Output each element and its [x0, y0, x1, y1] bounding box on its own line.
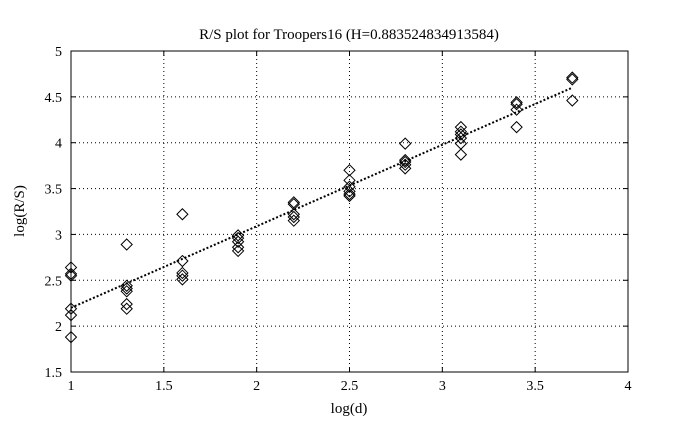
data-point-diamond [64, 330, 78, 344]
data-point-diamond [176, 266, 189, 280]
data-point-diamond [120, 285, 133, 298]
data-point-diamond [510, 103, 523, 116]
data-point-diamond [510, 120, 523, 134]
x-tick-label: 3 [439, 379, 446, 394]
data-point-diamond [454, 148, 468, 161]
data-point-diamond [343, 164, 356, 177]
y-axis-label: log(R/S) [12, 185, 28, 237]
data-point-diamond [454, 131, 468, 145]
data-point-diamond [287, 197, 301, 211]
x-tick-label: 4 [625, 379, 632, 394]
x-tick-label: 2 [253, 379, 260, 394]
data-point-diamond [343, 187, 356, 201]
data-point-diamond [287, 210, 301, 224]
x-axis-label: log(d) [331, 401, 368, 417]
data-point-diamond [343, 189, 356, 203]
grid-lines [71, 51, 628, 372]
y-tick-label: 3.5 [45, 183, 63, 198]
y-tick-label: 2.5 [45, 274, 63, 289]
x-tick-label: 3.5 [526, 379, 544, 394]
data-point-diamond [287, 214, 301, 227]
data-point-diamond [287, 196, 301, 209]
fit-line [70, 86, 573, 309]
data-point-diamond [398, 162, 412, 175]
data-point-diamond [398, 137, 412, 150]
y-tick-label: 5 [55, 45, 62, 60]
data-point-diamond [64, 267, 78, 281]
data-point-diamond [64, 269, 78, 282]
data-point-diamond [231, 235, 245, 248]
data-point-diamond [287, 208, 301, 221]
y-tick-label: 1.5 [45, 366, 63, 381]
data-point-diamond [120, 238, 133, 251]
x-tick-label: 1.5 [155, 379, 173, 394]
data-point-diamond [510, 97, 523, 111]
data-point-diamond [176, 269, 189, 282]
axis-ticks: 1 1.5 2 2.5 3 3.5 4 1.5 2 2.5 3 3.5 4 4.5 5 [45, 45, 632, 394]
data-point-diamond [176, 208, 189, 221]
fit-line-group [70, 86, 573, 309]
data-point-diamond [231, 241, 245, 254]
data-point-diamond [398, 153, 412, 167]
data-point-diamond [566, 73, 579, 86]
y-tick-label: 4.5 [45, 91, 63, 106]
x-tick-label: 1 [68, 379, 75, 394]
data-point-diamond [231, 229, 245, 242]
x-tick-label: 2.5 [341, 379, 359, 394]
data-point-diamond [64, 308, 78, 322]
data-points [64, 71, 579, 344]
data-point-diamond [176, 273, 189, 286]
data-point-diamond [231, 244, 245, 258]
y-tick-label: 4 [55, 137, 62, 152]
data-point-diamond [120, 297, 133, 311]
data-point-diamond [343, 180, 356, 193]
data-point-diamond [176, 254, 189, 268]
data-point-diamond [566, 94, 579, 107]
data-point-diamond [454, 128, 468, 141]
chart-title: R/S plot for Troopers16 (H=0.88352483491… [199, 27, 499, 43]
data-point-diamond [566, 71, 579, 84]
data-point-diamond [120, 282, 133, 295]
data-point-diamond [343, 185, 356, 198]
y-tick-label: 3 [55, 228, 62, 243]
data-point-diamond [64, 302, 78, 315]
data-point-diamond [120, 302, 133, 315]
y-tick-label: 2 [55, 320, 62, 335]
data-point-diamond [454, 120, 468, 134]
data-point-diamond [510, 96, 523, 109]
data-point-diamond [231, 231, 245, 245]
data-point-diamond [64, 261, 78, 274]
